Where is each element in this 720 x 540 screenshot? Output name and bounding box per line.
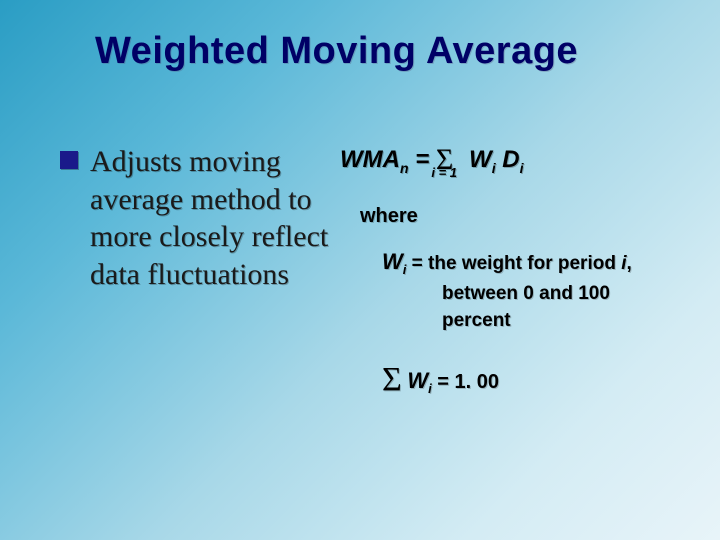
sigma-icon: Σ	[382, 361, 402, 398]
def-line1-a: the weight for period	[428, 253, 621, 274]
def-line3: percent	[442, 310, 511, 331]
bullet-item: Adjusts moving average method to more cl…	[60, 143, 330, 293]
slide: Weighted Moving Average Adjusts moving a…	[0, 0, 720, 540]
term-d-sub: i	[520, 160, 524, 176]
constraint-value: 1. 00	[455, 371, 499, 393]
term-w-sub: i	[492, 160, 496, 176]
constraint-equals: =	[432, 371, 455, 393]
def-equals: =	[406, 253, 428, 274]
constraint-var: W	[407, 368, 428, 393]
def-line1-b: ,	[627, 253, 632, 274]
bullet-text: Adjusts moving average method to more cl…	[90, 143, 330, 293]
sum-constraint: Σ Wi = 1. 00	[382, 361, 680, 399]
where-label: where	[360, 205, 680, 228]
def-line2: between 0 and 100	[442, 283, 610, 304]
slide-title: Weighted Moving Average	[95, 30, 680, 73]
content-area: Adjusts moving average method to more cl…	[40, 143, 680, 399]
term-d: D	[502, 146, 519, 173]
formula-lhs-sub: n	[400, 160, 409, 176]
sum-lower-bound: i = 1	[431, 165, 457, 180]
formula-lhs: WMA	[340, 146, 400, 173]
def-var: W	[382, 249, 403, 274]
weight-definition: Wi = the weight for period i, between 0 …	[382, 246, 680, 335]
square-bullet-icon	[60, 151, 78, 169]
left-column: Adjusts moving average method to more cl…	[40, 143, 330, 399]
right-column: WMAn = Σi = 1 Wi Di where Wi = the weight…	[330, 143, 680, 399]
wma-formula: WMAn = Σi = 1Wi Di	[340, 143, 680, 177]
term-w: W	[469, 146, 492, 173]
